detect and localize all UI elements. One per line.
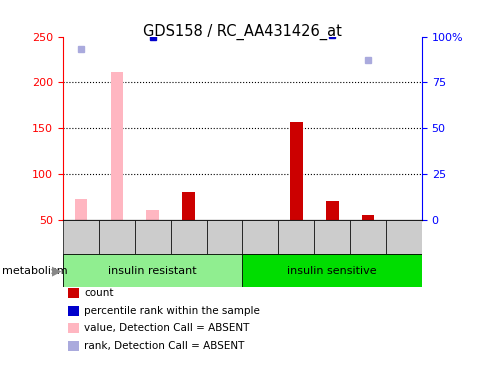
Text: ▶: ▶	[52, 264, 62, 277]
Bar	[325, 201, 338, 220]
Bar	[242, 220, 278, 254]
Text: insulin sensitive: insulin sensitive	[287, 266, 376, 276]
Bar	[75, 198, 87, 220]
Bar	[361, 215, 374, 220]
Bar	[146, 210, 159, 220]
Text: GDS158 / RC_AA431426_at: GDS158 / RC_AA431426_at	[143, 24, 341, 40]
Bar	[314, 220, 349, 254]
Text: percentile rank within the sample: percentile rank within the sample	[84, 306, 260, 316]
Bar	[242, 254, 421, 287]
Bar	[135, 220, 170, 254]
Text: count: count	[84, 288, 114, 298]
Bar	[63, 254, 242, 287]
Bar	[289, 122, 302, 220]
Bar	[385, 220, 421, 254]
Bar	[349, 220, 385, 254]
Bar	[99, 220, 135, 254]
Text: value, Detection Call = ABSENT: value, Detection Call = ABSENT	[84, 323, 249, 333]
Bar	[63, 220, 99, 254]
Text: insulin resistant: insulin resistant	[108, 266, 197, 276]
Text: rank, Detection Call = ABSENT: rank, Detection Call = ABSENT	[84, 341, 244, 351]
Bar	[278, 220, 314, 254]
Bar	[110, 72, 123, 220]
Bar	[170, 220, 206, 254]
Bar	[182, 192, 195, 220]
Text: metabolism: metabolism	[2, 266, 68, 276]
Bar	[206, 220, 242, 254]
